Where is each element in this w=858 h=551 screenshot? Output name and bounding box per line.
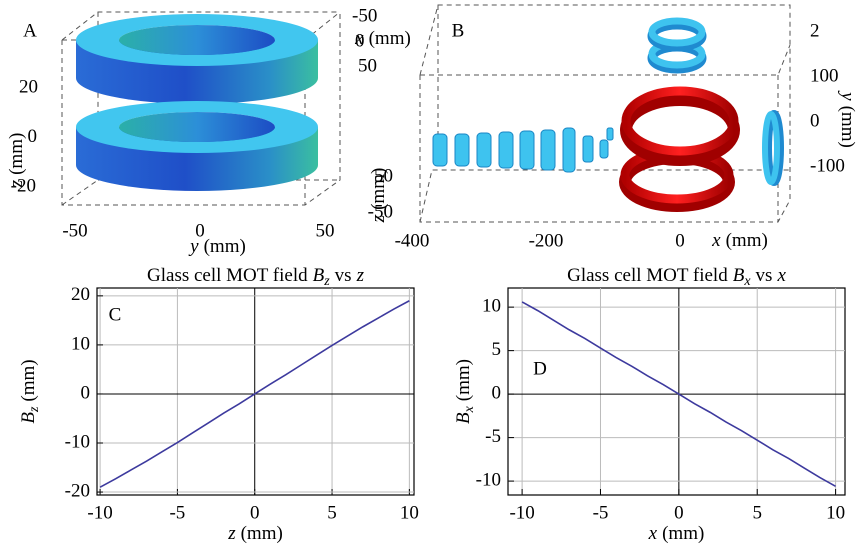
y-tick-label: 0 <box>492 382 502 403</box>
y-tick-label: 100 <box>810 65 839 86</box>
z-tick-label: 20 <box>19 76 38 97</box>
x-tick-label: -5 <box>593 502 609 523</box>
chart-title-part: B <box>733 265 745 286</box>
y-tick-label: -20 <box>65 480 90 501</box>
x-tick-label: -400 <box>395 230 430 251</box>
z-axis-label: z (mm) <box>368 168 389 224</box>
plot-frame <box>508 288 845 495</box>
x-tick-label: 0 <box>250 502 260 523</box>
chart-title-part: z <box>323 274 330 289</box>
x-tick-label: 0 <box>675 230 685 251</box>
x-tick-label: -10 <box>87 502 112 523</box>
y-axis-label: y (mm) <box>837 90 858 148</box>
coil-a-bottom <box>76 101 318 191</box>
chart-title-part: z <box>356 265 365 286</box>
x-tick-label: 5 <box>327 502 337 523</box>
y-tick-label: -10 <box>65 431 90 452</box>
panel-label: B <box>452 20 465 41</box>
x-axis-label-part: z <box>227 523 236 544</box>
x-tick-label: 5 <box>752 502 762 523</box>
x-axis-label-part: x <box>648 523 658 544</box>
z-axis-label-part: z <box>368 214 389 223</box>
y-tick-label: 2 <box>810 20 820 41</box>
y-axis-label-part: (mm) <box>18 359 39 401</box>
y-tick-label: 10 <box>71 333 90 354</box>
y-tick-label: 20 <box>71 284 90 305</box>
y-axis-label-part: B <box>18 412 39 424</box>
y-tick-label: -100 <box>810 155 845 176</box>
chart-title-part: vs <box>335 265 352 286</box>
x-tick-label: -10 <box>509 502 534 523</box>
x-tick-label: -5 <box>169 502 185 523</box>
y-tick-label: 0 <box>81 382 91 403</box>
y-tick-label: -5 <box>485 426 501 447</box>
plot-frame <box>97 288 414 495</box>
z-axis-label: z (mm) <box>6 133 27 189</box>
x-axis-label-part: (mm) <box>369 28 411 49</box>
y-axis-label-part: y <box>188 236 199 257</box>
page: {"chart_data": [ {"type": "3d", "label":… <box>0 0 858 551</box>
y-axis-label: Bx (mm) <box>453 359 477 424</box>
y-tick-label: 50 <box>316 220 335 241</box>
x-tick-label: -200 <box>529 230 564 251</box>
x-axis-label: x(mm) <box>354 28 411 49</box>
y-axis-label: y(mm) <box>188 236 246 257</box>
x-axis-label-part: (mm) <box>662 523 704 544</box>
x-axis-label-part: (mm) <box>726 230 768 251</box>
y-axis-label: Bz (mm) <box>18 359 42 423</box>
y-axis-label-part: (mm) <box>837 106 858 148</box>
x-axis-label: z(mm) <box>227 523 283 544</box>
x-tick-label: 50 <box>358 55 377 76</box>
x-tick-label: 10 <box>826 502 845 523</box>
z-tick-label: 0 <box>28 126 38 147</box>
coils-b-top <box>652 21 702 69</box>
y-axis-label-part: z <box>27 406 42 413</box>
y-axis-label-part: x <box>462 405 477 413</box>
chart-title-part: x <box>776 265 786 286</box>
y-axis-label-part: (mm) <box>204 236 246 257</box>
panel-label: A <box>23 20 37 41</box>
chart-title-part: Glass cell MOT field <box>567 265 728 286</box>
z-axis-label-part: (mm) <box>368 168 389 210</box>
figure: A-50050x(mm)-50050y(mm)-20020z(mm)B-400-… <box>0 0 858 551</box>
coils-b-red <box>625 91 734 206</box>
y-axis-label-part: (mm) <box>453 359 474 401</box>
z-axis-label-part: z <box>6 179 27 188</box>
panel-label: D <box>533 358 547 379</box>
chart-title-part: Glass cell MOT field <box>147 265 308 286</box>
coil-b-right <box>765 114 780 182</box>
coils-b-small <box>433 128 613 172</box>
x-axis-label: x(mm) <box>648 523 705 544</box>
z-axis-label-part: (mm) <box>6 133 27 175</box>
chart-title-part: x <box>743 274 751 289</box>
x-tick-label: -50 <box>352 5 377 26</box>
y-axis-label-part: B <box>453 412 474 424</box>
x-axis-label-part: x <box>354 28 364 49</box>
y-tick-label: 5 <box>492 339 502 360</box>
y-tick-label: -50 <box>62 220 87 241</box>
x-axis-label-part: (mm) <box>241 523 283 544</box>
x-tick-label: 0 <box>674 502 684 523</box>
y-axis-label-part: y <box>837 90 858 101</box>
y-tick-label: 0 <box>810 110 820 131</box>
coil-a-top <box>76 14 318 104</box>
chart-title-part: vs <box>756 265 773 286</box>
x-axis-label: x(mm) <box>711 230 768 251</box>
chart-title-part: B <box>313 265 325 286</box>
y-tick-label: -10 <box>476 469 501 490</box>
x-tick-label: 10 <box>400 502 419 523</box>
y-tick-label: 10 <box>482 295 501 316</box>
x-axis-label-part: x <box>711 230 721 251</box>
panel-label: C <box>109 304 122 325</box>
